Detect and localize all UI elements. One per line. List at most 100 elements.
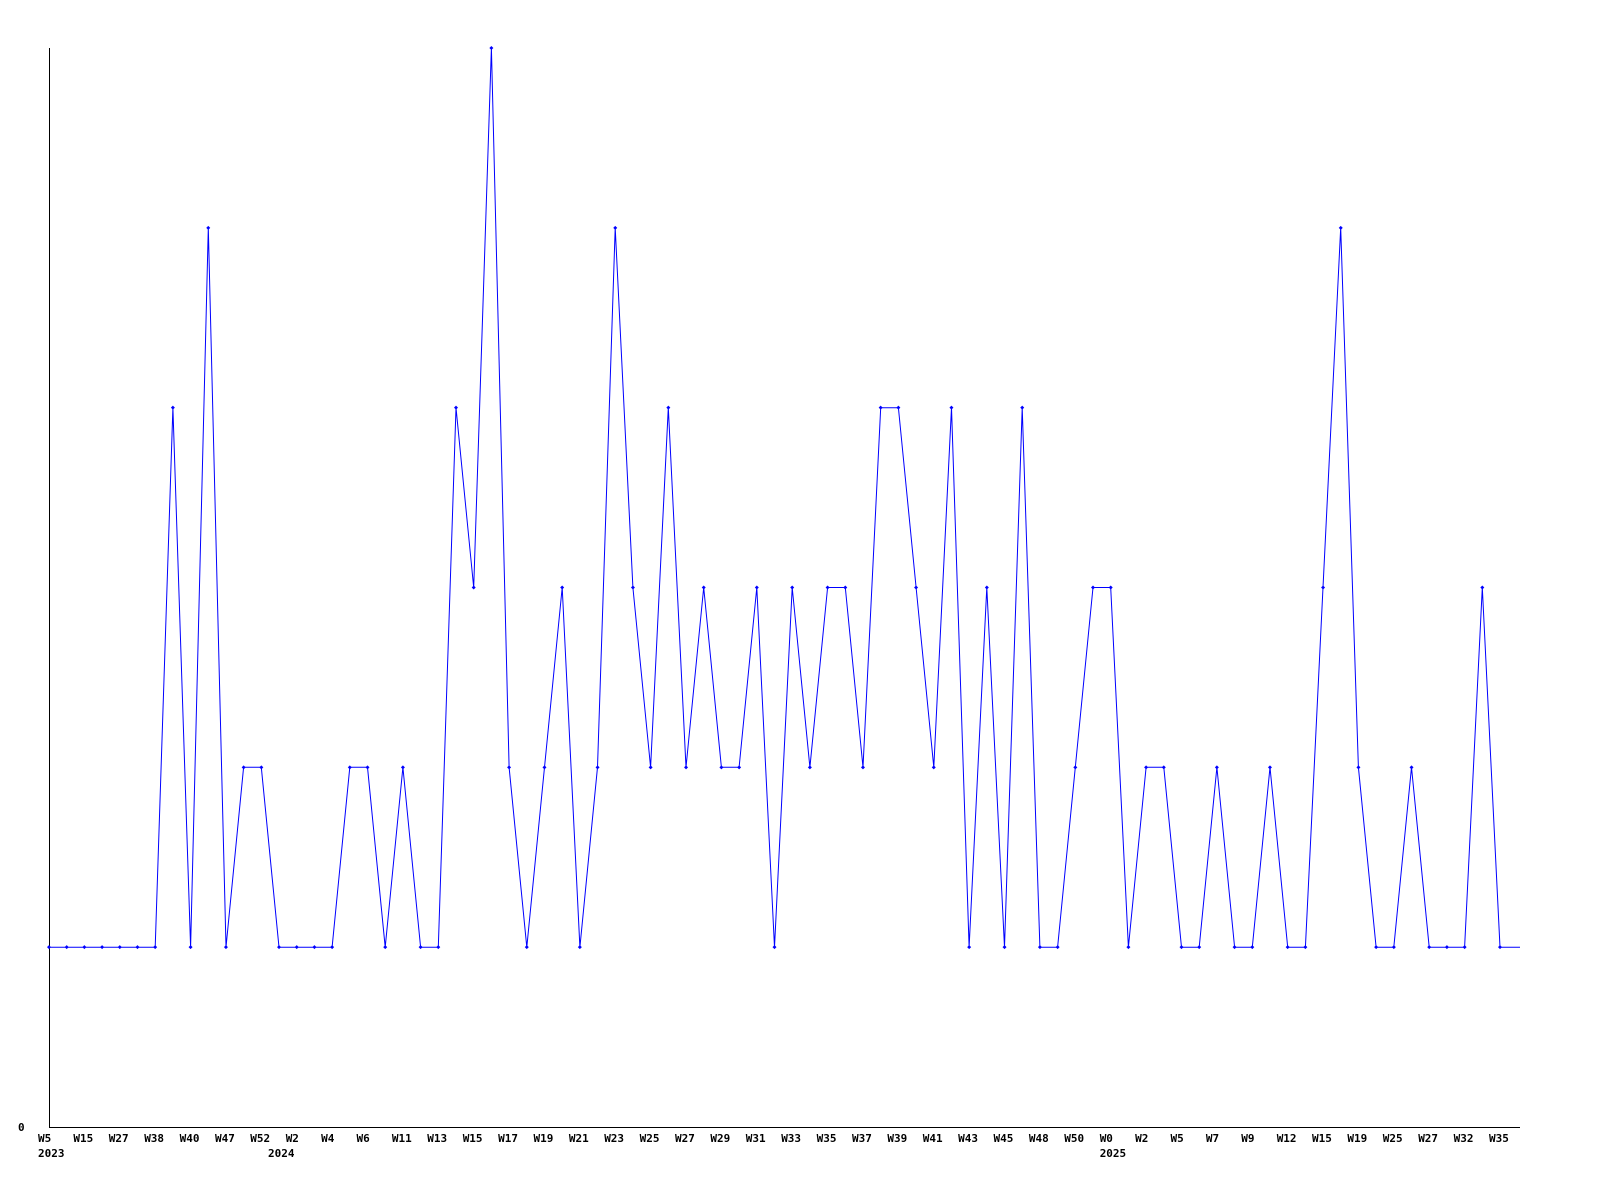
- data-point: [294, 945, 299, 950]
- data-point: [772, 945, 777, 950]
- x-tick-label: W19: [1347, 1132, 1367, 1145]
- data-point: [967, 945, 972, 950]
- axes: 0: [18, 48, 1520, 1134]
- data-point: [153, 945, 158, 950]
- data-point: [1444, 945, 1449, 950]
- x-tick-label: W31: [746, 1132, 766, 1145]
- data-point: [1480, 585, 1485, 590]
- data-point: [1020, 405, 1025, 410]
- x-tick-label: W12: [1277, 1132, 1297, 1145]
- data-point: [1374, 945, 1379, 950]
- data-point: [1338, 225, 1343, 230]
- data-point: [860, 765, 865, 770]
- data-point: [1250, 945, 1255, 950]
- data-point: [1091, 585, 1096, 590]
- x-tick-label: W4: [321, 1132, 335, 1145]
- x-tick-label: W27: [1418, 1132, 1438, 1145]
- x-tick-label: W45: [994, 1132, 1014, 1145]
- x-tick-label: W11: [392, 1132, 412, 1145]
- data-point: [807, 765, 812, 770]
- data-point: [701, 585, 706, 590]
- x-tick-label: W25: [1383, 1132, 1403, 1145]
- data-point: [1232, 945, 1237, 950]
- x-tick-label: W41: [923, 1132, 943, 1145]
- data-point: [312, 945, 317, 950]
- data-point: [737, 765, 742, 770]
- x-tick-label: W15: [73, 1132, 93, 1145]
- data-point: [400, 765, 405, 770]
- data-point: [524, 945, 529, 950]
- y-tick-label-0: 0: [18, 1121, 25, 1134]
- year-label: 2025: [1100, 1147, 1127, 1160]
- x-tick-label: W23: [604, 1132, 624, 1145]
- data-point: [949, 405, 954, 410]
- x-tick-label: W39: [887, 1132, 907, 1145]
- x-tick-label: W21: [569, 1132, 589, 1145]
- data-point: [931, 765, 936, 770]
- x-tick-label: W35: [1489, 1132, 1509, 1145]
- x-tick-labels: W5 W15 W27 W38 W40 W47 W52 W2 W4 W6 W11 W13 W15 W17 W1…: [38, 1132, 1509, 1145]
- series-line: [47, 46, 1520, 950]
- data-point: [330, 945, 335, 950]
- data-point: [82, 945, 87, 950]
- x-tick-label: W33: [781, 1132, 801, 1145]
- x-tick-label: W5: [38, 1132, 51, 1145]
- data-point: [1126, 945, 1131, 950]
- data-point: [878, 405, 883, 410]
- x-tick-label: W17: [498, 1132, 518, 1145]
- data-point: [1197, 945, 1202, 950]
- data-point: [507, 765, 512, 770]
- data-point: [595, 765, 600, 770]
- year-label: 2024: [268, 1147, 295, 1160]
- data-point: [117, 945, 122, 950]
- data-point: [896, 405, 901, 410]
- data-point: [719, 765, 724, 770]
- data-point: [206, 225, 211, 230]
- data-point: [914, 585, 919, 590]
- x-tick-label: W2: [286, 1132, 299, 1145]
- data-point: [1498, 945, 1502, 950]
- data-point: [843, 585, 848, 590]
- data-point: [1055, 945, 1060, 950]
- x-tick-label: W19: [534, 1132, 554, 1145]
- data-point: [489, 46, 494, 50]
- x-tick-label: W2: [1135, 1132, 1148, 1145]
- x-tick-label: W50: [1064, 1132, 1084, 1145]
- data-point: [135, 945, 140, 950]
- data-point: [684, 765, 689, 770]
- data-point: [188, 945, 193, 950]
- data-point: [418, 945, 423, 950]
- x-tick-label: W40: [180, 1132, 200, 1145]
- data-point: [170, 405, 175, 410]
- x-tick-label: W48: [1029, 1132, 1049, 1145]
- data-point: [577, 945, 582, 950]
- x-tick-label: W15: [1312, 1132, 1332, 1145]
- x-tick-label: W0: [1100, 1132, 1113, 1145]
- data-point: [984, 585, 989, 590]
- data-point: [277, 945, 282, 950]
- data-point: [453, 405, 458, 410]
- x-tick-label: W13: [427, 1132, 447, 1145]
- x-tick-label: W52: [250, 1132, 270, 1145]
- x-tick-label: W9: [1241, 1132, 1254, 1145]
- data-point: [64, 945, 69, 950]
- data-point: [1073, 765, 1078, 770]
- data-point: [1409, 765, 1414, 770]
- data-point: [1391, 945, 1396, 950]
- data-point: [223, 945, 228, 950]
- x-tick-label: W37: [852, 1132, 872, 1145]
- data-point: [648, 765, 653, 770]
- data-point: [1267, 765, 1272, 770]
- data-point: [542, 765, 547, 770]
- x-tick-label: W29: [710, 1132, 730, 1145]
- x-tick-label: W32: [1454, 1132, 1474, 1145]
- data-point: [1462, 945, 1467, 950]
- x-tick-label: W7: [1206, 1132, 1219, 1145]
- data-point: [1285, 945, 1290, 950]
- data-point: [1321, 585, 1326, 590]
- data-point: [1356, 765, 1361, 770]
- data-point: [436, 945, 441, 950]
- data-point: [1303, 945, 1308, 950]
- data-point: [347, 765, 352, 770]
